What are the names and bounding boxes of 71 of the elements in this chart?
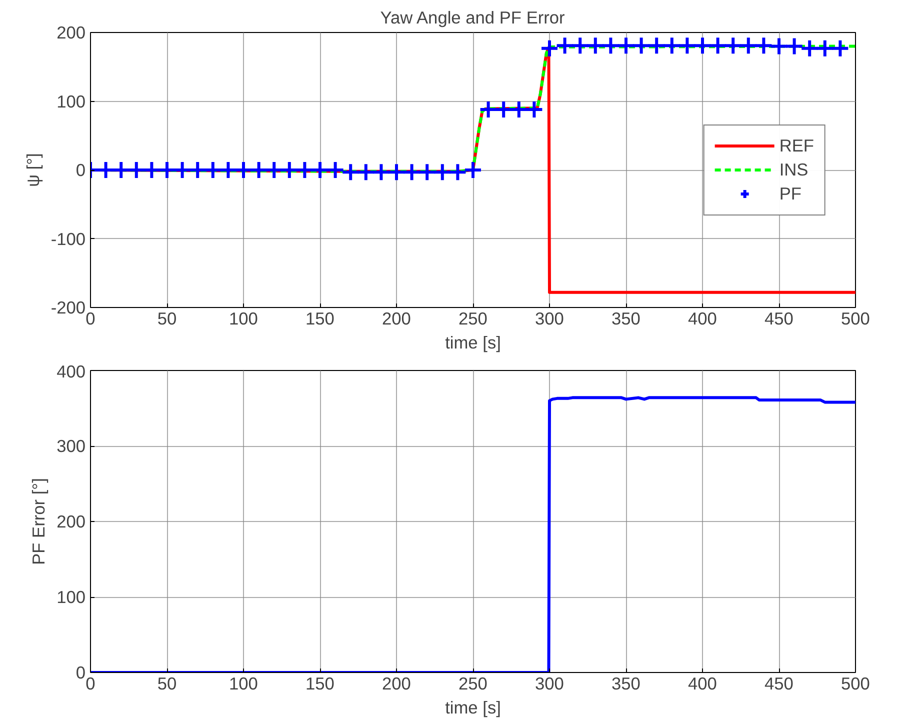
point	[601, 36, 620, 56]
x-tick-label: 250	[458, 674, 488, 694]
point	[632, 36, 651, 56]
x-tick-label: 450	[764, 308, 794, 328]
point	[448, 162, 468, 182]
y-tick-label: 400	[56, 362, 86, 382]
point	[784, 36, 804, 56]
point	[464, 160, 482, 180]
chart-title: Yaw Angle and PF Error	[380, 8, 566, 28]
point	[418, 162, 437, 182]
point	[540, 38, 559, 58]
y-tick-label: 200	[56, 22, 86, 42]
y-axis-title: ψ [°]	[22, 153, 43, 187]
point	[815, 38, 834, 58]
point	[693, 36, 712, 56]
point	[647, 36, 666, 56]
point	[708, 36, 728, 56]
y-tick-label: -200	[50, 298, 86, 318]
point	[738, 36, 758, 56]
x-tick-label: 150	[306, 308, 334, 328]
y-tick-label: 200	[56, 512, 86, 532]
legend-label: PF	[779, 183, 802, 204]
y-axis-title: PF Error [°]	[28, 478, 49, 565]
x-tick-label: 450	[764, 674, 794, 694]
point	[570, 36, 590, 56]
x-tick-label: 250	[458, 308, 488, 328]
x-tick-label: 150	[306, 674, 334, 694]
point	[754, 36, 774, 56]
point	[372, 162, 391, 182]
point	[524, 100, 544, 119]
point	[158, 160, 176, 180]
point	[387, 162, 406, 182]
x-tick-label: 350	[612, 308, 640, 328]
x-tick-label: 350	[612, 674, 640, 694]
y-tick-label: 0	[76, 160, 86, 180]
x-tick-label: 500	[841, 674, 870, 694]
point	[678, 36, 697, 56]
x-tick-label: 100	[229, 674, 258, 694]
y-tick-label: 100	[56, 91, 86, 112]
x-tick-label: 100	[229, 308, 258, 328]
x-tick-label: 200	[382, 674, 411, 694]
x-tick-label: 300	[535, 674, 564, 694]
x-tick-label: 200	[382, 308, 411, 328]
point	[662, 36, 682, 56]
x-tick-label: 500	[841, 308, 870, 328]
x-axis-title: time [s]	[445, 332, 501, 352]
y-tick-label: 300	[56, 436, 86, 456]
point	[724, 36, 743, 56]
point	[432, 162, 452, 182]
point	[555, 36, 574, 56]
point	[341, 162, 360, 182]
legend-label: INS	[779, 159, 808, 180]
point	[616, 36, 636, 56]
x-tick-label: 400	[688, 674, 717, 694]
point	[234, 160, 253, 180]
x-tick-label: 400	[688, 308, 717, 328]
point	[800, 38, 820, 58]
x-tick-label: 50	[157, 308, 177, 328]
point	[830, 38, 850, 58]
x-tick-label: 50	[157, 674, 177, 694]
point	[770, 36, 788, 56]
x-axis-title: time [s]	[445, 698, 501, 718]
point	[478, 100, 498, 119]
y-tick-label: 100	[56, 587, 86, 607]
y-tick-label: -100	[50, 228, 86, 249]
point	[402, 162, 422, 182]
x-tick-label: 300	[535, 308, 564, 328]
point	[356, 162, 376, 182]
legend-label: REF	[779, 135, 814, 156]
point	[586, 36, 605, 56]
point	[310, 160, 330, 180]
